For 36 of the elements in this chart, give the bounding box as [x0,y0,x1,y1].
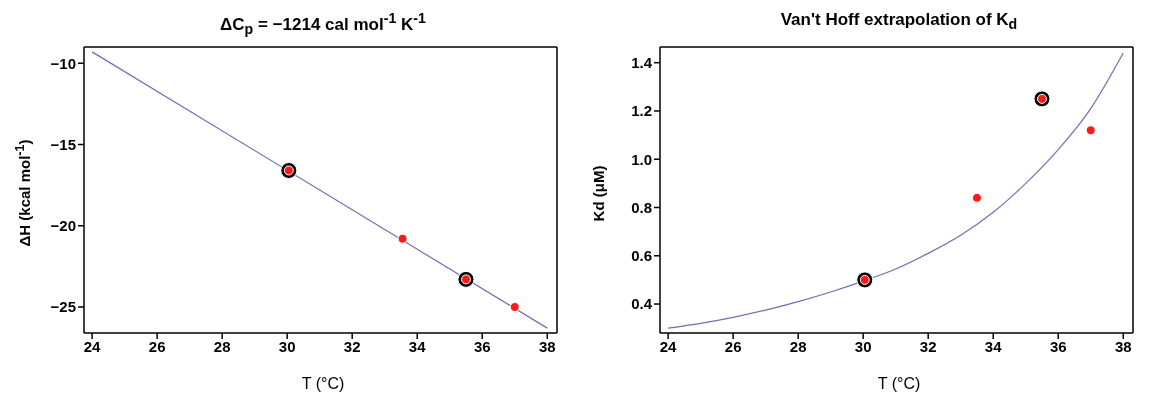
y-tick-label: −15 [50,135,76,153]
x-tick-label: 30 [278,337,296,355]
chart-title: ΔC$_{p}$ = −1214 cal mol$^{-1}$ K$^{-1}$ [219,10,427,38]
x-tick-label: 34 [984,337,1003,355]
chart-title: Van't Hoff extrapolation of K$_{d}$ [779,10,1019,33]
y-tick-label: 1.4 [631,54,653,72]
point [971,192,982,203]
y-tick-label: 0.4 [631,295,653,313]
x-tick-label: 26 [148,337,166,355]
y-tick-label: 1.0 [631,150,652,168]
y-tick-label: −25 [50,298,76,316]
x-tick-label: 34 [408,337,427,355]
y-tick-label: 0.6 [631,247,652,265]
x-axis-title: T (°C) [876,375,922,393]
x-tick-label: 36 [473,337,491,355]
x-tick-label: 28 [213,337,231,355]
y-tick-label: −20 [50,217,76,235]
x-tick-label: 24 [659,337,678,355]
x-tick-label: 24 [83,337,102,355]
y-tick-label: −10 [50,54,76,72]
x-tick-label: 38 [1114,337,1132,355]
y-tick-label: 0.8 [631,198,652,216]
point [509,302,520,312]
x-tick-label: 32 [919,337,937,355]
point [397,233,408,244]
x-tick-label: 32 [343,337,361,355]
y-axis-title: Kd (μM) [590,165,608,221]
x-tick-label: 38 [538,337,556,355]
point [1085,125,1096,136]
x-axis-title: T (°C) [300,375,346,393]
line-series [667,52,1124,329]
y-tick-label: 1.2 [631,102,652,120]
x-tick-label: 30 [854,337,872,355]
x-tick-label: 28 [789,337,807,355]
x-tick-label: 36 [1049,337,1067,355]
x-tick-label: 26 [724,337,742,355]
